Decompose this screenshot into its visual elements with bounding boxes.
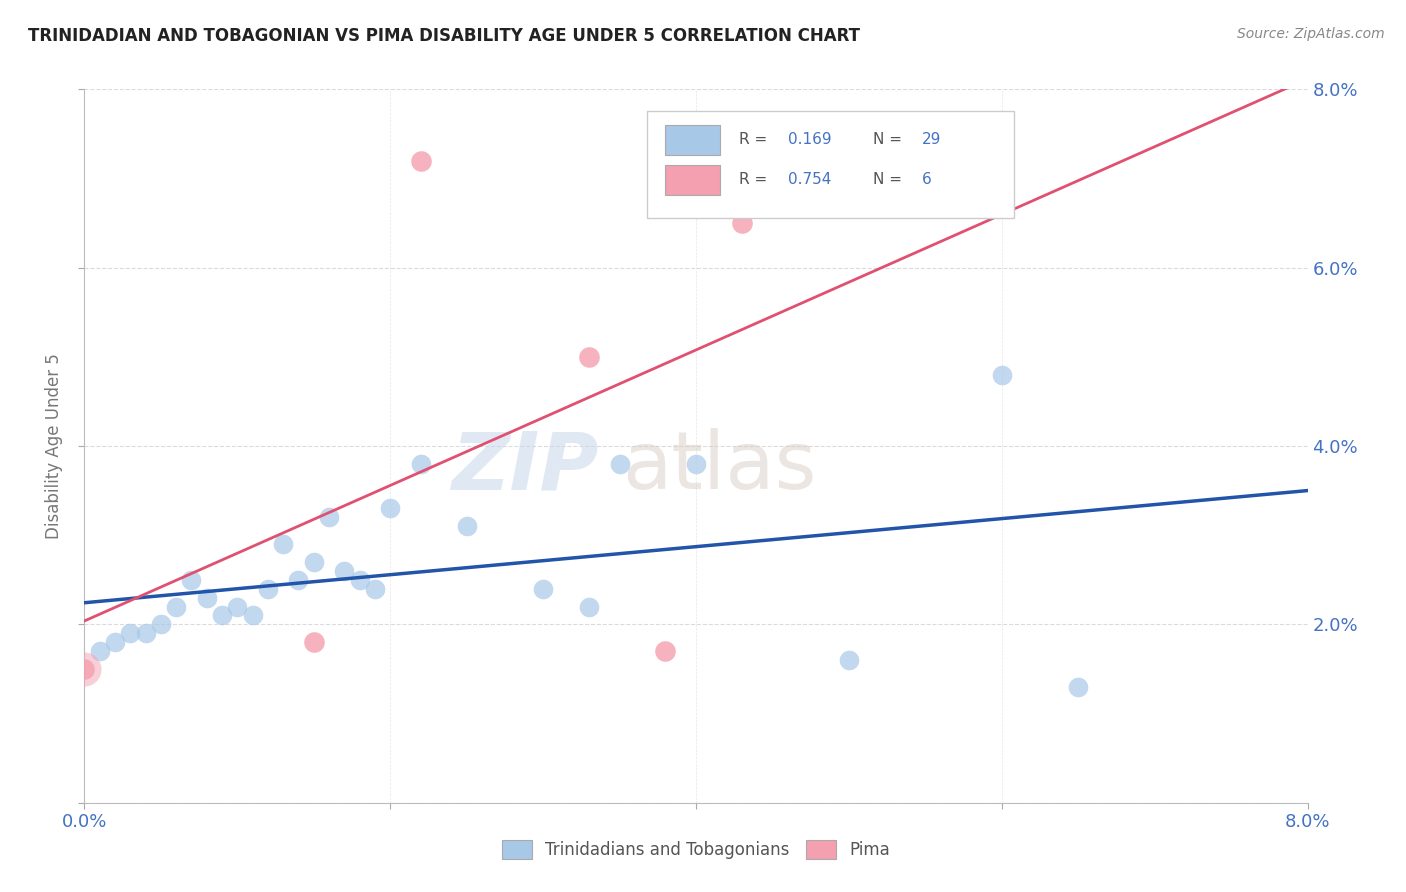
Point [120, 626, 142, 640]
Point [380, 501, 402, 516]
Y-axis label: Disability Age Under 5: Disability Age Under 5 [45, 353, 63, 539]
Text: atlas: atlas [623, 428, 817, 507]
Point [991, 368, 1014, 382]
Point [302, 635, 325, 649]
Point [73, 662, 96, 676]
Point [287, 573, 309, 587]
Point [333, 564, 356, 578]
Text: Source: ZipAtlas.com: Source: ZipAtlas.com [1237, 27, 1385, 41]
Point [104, 635, 127, 649]
Point [257, 582, 280, 596]
Point [349, 573, 371, 587]
Point [685, 457, 707, 471]
Point [149, 617, 172, 632]
Point [578, 599, 600, 614]
Text: N =: N = [873, 171, 907, 186]
Point [135, 626, 157, 640]
Point [226, 599, 249, 614]
Legend: Trinidadians and Tobagonians, Pima: Trinidadians and Tobagonians, Pima [495, 833, 897, 866]
Text: TRINIDADIAN AND TOBAGONIAN VS PIMA DISABILITY AGE UNDER 5 CORRELATION CHART: TRINIDADIAN AND TOBAGONIAN VS PIMA DISAB… [28, 27, 860, 45]
FancyBboxPatch shape [665, 125, 720, 155]
Point [180, 573, 202, 587]
Point [609, 457, 631, 471]
Text: R =: R = [738, 171, 772, 186]
Point [364, 582, 387, 596]
Text: N =: N = [873, 132, 907, 146]
Point [531, 582, 554, 596]
Point [578, 350, 600, 364]
Point [89, 644, 111, 658]
Point [302, 555, 325, 569]
Point [409, 153, 432, 168]
Text: 6: 6 [922, 171, 932, 186]
Point [731, 216, 754, 230]
Point [211, 608, 233, 623]
Text: 0.754: 0.754 [787, 171, 831, 186]
Point [318, 510, 340, 524]
Point [195, 591, 218, 605]
Point [409, 457, 432, 471]
Text: R =: R = [738, 132, 772, 146]
Point [242, 608, 264, 623]
Point [165, 599, 187, 614]
Text: ZIP: ZIP [451, 428, 598, 507]
Point [456, 519, 478, 533]
Point [654, 644, 676, 658]
Point [73, 662, 96, 676]
Point [838, 653, 860, 667]
FancyBboxPatch shape [665, 165, 720, 194]
Point [1067, 680, 1090, 694]
FancyBboxPatch shape [647, 111, 1014, 218]
Point [271, 537, 294, 551]
Text: 0.169: 0.169 [787, 132, 831, 146]
Text: 29: 29 [922, 132, 942, 146]
